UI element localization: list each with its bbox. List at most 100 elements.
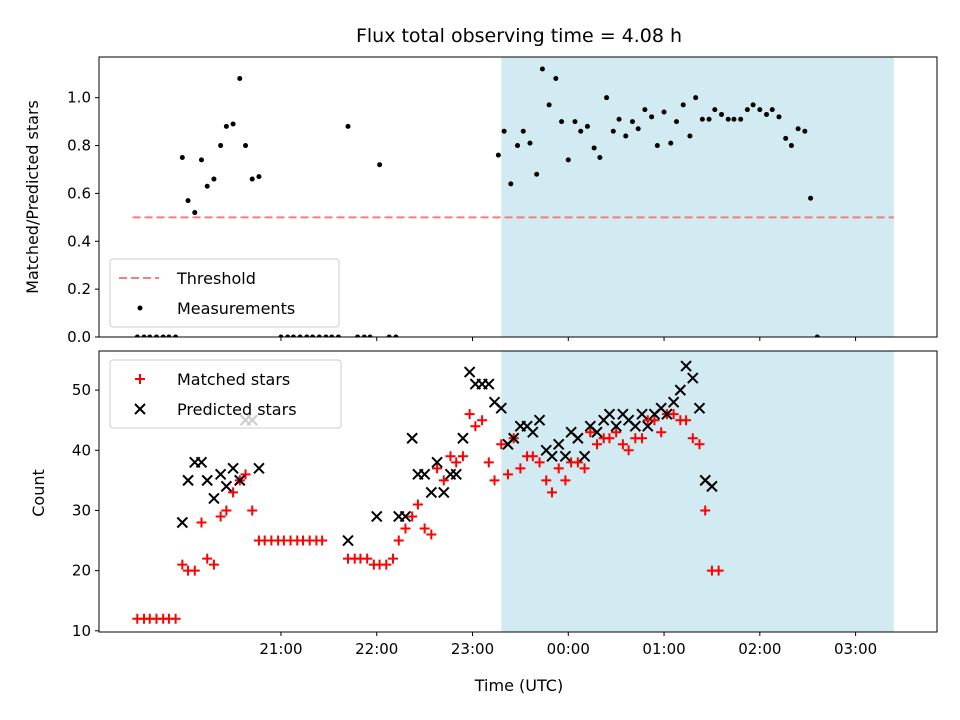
matched-star-point — [713, 565, 724, 576]
predicted-star-point — [214, 468, 227, 481]
predicted-star-point — [661, 408, 673, 420]
measurement-point — [198, 157, 204, 163]
matched-star-point — [381, 559, 392, 570]
measurement-point — [310, 334, 316, 337]
matched-star-point — [457, 451, 468, 462]
predicted-star-point — [610, 420, 622, 432]
predicted-star-point — [552, 438, 565, 450]
matched-star-point — [432, 463, 443, 474]
legend-label: Predicted stars — [177, 400, 297, 419]
matched-star-point — [585, 427, 596, 438]
matched-star-point — [617, 439, 628, 450]
measurement-point — [642, 107, 648, 113]
measurement-point — [211, 176, 217, 182]
measurement-point — [153, 334, 159, 337]
matched-star-point — [196, 517, 207, 528]
measurement-point — [361, 334, 367, 337]
measurement-point — [769, 107, 775, 113]
top-y-tick-label: 0.4 — [67, 232, 91, 250]
legend-label: Matched stars — [177, 370, 290, 389]
matched-star-point — [477, 415, 488, 426]
measurement-point — [693, 95, 699, 101]
matched-star-point — [451, 457, 462, 468]
matched-star-point — [553, 463, 564, 474]
top-panel: 0.0 0.2 0.4 0.6 0.8 1.0 Threshold Measurements — [67, 56, 938, 346]
matched-star-point — [240, 469, 251, 480]
predicted-star-point — [406, 432, 418, 444]
matched-star-point — [649, 415, 660, 426]
matched-star-point — [400, 523, 411, 534]
bottom-y-axis-label: Count — [29, 469, 48, 517]
top-y-tick-label: 0.6 — [67, 184, 91, 202]
predicted-star-point — [342, 534, 354, 547]
matched-star-point — [412, 499, 423, 510]
measurement-point — [141, 334, 147, 337]
predicted-star-point — [629, 420, 642, 432]
bottom-legend: Matched stars Predicted stars — [109, 359, 342, 429]
measurement-point — [668, 140, 674, 146]
measurement-point — [539, 66, 545, 72]
measurement-point — [173, 334, 179, 337]
matched-star-point — [668, 409, 679, 420]
x-tick-label: 02:00 — [738, 640, 781, 658]
measurement-point — [520, 128, 526, 134]
matched-star-point — [362, 553, 373, 564]
x-tick-label: 21:00 — [259, 640, 302, 658]
measurement-point — [623, 133, 629, 139]
predicted-star-point — [642, 420, 654, 432]
top-y-tick-label: 1.0 — [67, 89, 91, 107]
chart-title: Flux total observing time = 4.08 h — [356, 25, 682, 47]
predicted-star-point — [603, 408, 616, 420]
matched-star-point — [687, 433, 698, 444]
measurement-point — [654, 143, 660, 149]
measurement-point — [278, 334, 284, 337]
measurement-point — [788, 143, 794, 149]
measurement-point — [243, 143, 249, 149]
measurement-point — [323, 334, 329, 337]
matched-star-point — [247, 505, 258, 516]
bottom-panel: 10 20 30 40 50 21:00 22:00 23:00 00:00 01:00 02:00… — [72, 350, 938, 658]
measurement-point — [515, 143, 521, 149]
predicted-star-point — [463, 366, 476, 378]
predicted-star-point — [431, 456, 443, 469]
measurement-point — [591, 145, 597, 151]
bottom-y-tick-label: 30 — [72, 501, 91, 519]
measurement-point — [546, 102, 552, 108]
measurement-point — [179, 155, 185, 161]
predicted-star-point — [399, 510, 412, 523]
matched-star-point — [502, 469, 513, 480]
predicted-star-point — [559, 450, 572, 463]
predicted-star-point — [507, 432, 520, 444]
matched-star-point — [177, 559, 188, 570]
measurement-point — [776, 114, 782, 120]
measurement-point — [160, 334, 166, 337]
predicted-star-point — [201, 474, 213, 487]
matched-star-point — [637, 433, 648, 444]
measurement-point — [218, 143, 224, 149]
predicted-star-point — [578, 450, 591, 463]
measurement-point — [393, 334, 399, 337]
predicted-star-point — [706, 480, 718, 493]
matched-star-point — [202, 553, 213, 564]
matched-star-point — [515, 463, 526, 474]
measurement-point — [584, 123, 590, 129]
measurement-point — [680, 102, 686, 108]
matched-star-point — [470, 421, 481, 432]
matched-star-point — [407, 511, 418, 522]
bottom-legend-box — [109, 359, 342, 429]
measurement-point — [495, 152, 501, 158]
predicted-star-point — [450, 468, 462, 481]
top-legend-box — [109, 258, 340, 328]
top-legend: Threshold Measurements — [109, 258, 340, 328]
measurement-point — [814, 334, 820, 337]
measurement-point — [808, 195, 814, 201]
bottom-y-tick-label: 20 — [72, 562, 91, 580]
predicted-star-point — [680, 360, 692, 372]
matched-star-point — [228, 487, 239, 498]
measurement-point — [616, 116, 622, 122]
measurement-point — [501, 128, 507, 134]
matched-star-point — [694, 439, 705, 450]
legend-predicted-swatch — [134, 403, 146, 415]
predicted-star-point — [636, 408, 648, 420]
